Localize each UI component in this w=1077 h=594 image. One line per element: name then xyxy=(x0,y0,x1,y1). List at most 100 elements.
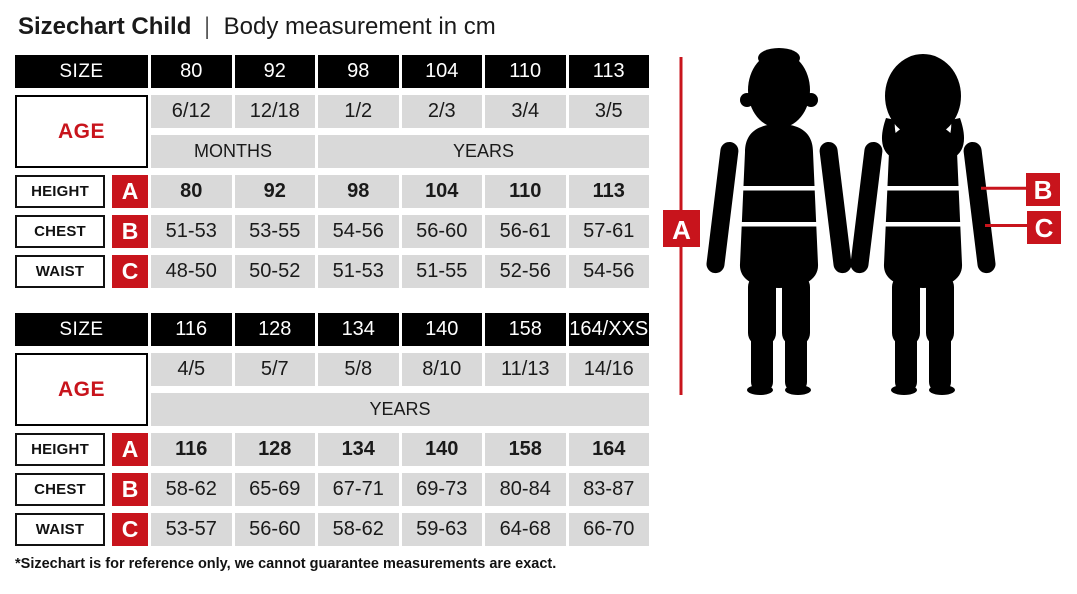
waist-cell: 59-63 xyxy=(401,513,482,546)
waist-cell: 48-50 xyxy=(151,255,232,288)
chest-row-header: CHEST B xyxy=(15,215,148,248)
chest-cell: 56-60 xyxy=(401,215,482,248)
marker-b-badge: B xyxy=(112,215,148,248)
age-cell: 3/4 xyxy=(485,95,566,128)
size-column-header: 134 xyxy=(318,313,399,346)
marker-c-badge: C xyxy=(112,513,148,546)
chest-cell: 80-84 xyxy=(485,473,566,506)
size-column-header: 128 xyxy=(234,313,315,346)
waist-cell: 52-56 xyxy=(485,255,566,288)
waist-cell: 54-56 xyxy=(568,255,649,288)
waist-label: WAIST xyxy=(15,513,105,546)
marker-b-letter: B xyxy=(1034,175,1053,205)
waist-cell: 64-68 xyxy=(485,513,566,546)
age-cell: 11/13 xyxy=(485,353,566,386)
age-row-label: AGE xyxy=(15,95,148,168)
age-cell: 5/7 xyxy=(234,353,315,386)
chest-cell: 83-87 xyxy=(568,473,649,506)
waist-row-header: WAIST C xyxy=(15,513,148,546)
size-column-header: 98 xyxy=(318,55,399,88)
age-cell: 2/3 xyxy=(401,95,482,128)
title-subtitle: Body measurement in cm xyxy=(223,13,496,40)
chest-cell: 57-61 xyxy=(568,215,649,248)
waist-row-header: WAIST C xyxy=(15,255,148,288)
marker-c-badge: C xyxy=(112,255,148,288)
height-cell: 128 xyxy=(234,433,315,466)
girl-waist-line xyxy=(883,222,963,227)
height-cell: 164 xyxy=(568,433,649,466)
waist-cell: 51-55 xyxy=(401,255,482,288)
size-column-header: 80 xyxy=(151,55,232,88)
height-cell: 116 xyxy=(151,433,232,466)
size-column-header: 164/XXS xyxy=(568,313,649,346)
disclaimer-footnote: *Sizechart is for reference only, we can… xyxy=(15,556,557,572)
measurement-figure: A xyxy=(655,40,1077,400)
marker-b-badge: B xyxy=(112,473,148,506)
height-cell: 80 xyxy=(151,175,232,208)
chest-cell: 56-61 xyxy=(485,215,566,248)
girl-silhouette-icon xyxy=(850,54,996,395)
size-column-header: 110 xyxy=(485,55,566,88)
age-unit-years: YEARS xyxy=(318,135,649,168)
height-label: HEIGHT xyxy=(15,433,105,466)
age-cell: 1/2 xyxy=(318,95,399,128)
title-separator: | xyxy=(205,13,210,40)
height-cell: 134 xyxy=(318,433,399,466)
size-header-label: SIZE xyxy=(15,313,148,346)
page-title: Sizechart Child | Body measurement in cm xyxy=(18,13,496,41)
height-row-header: HEIGHT A xyxy=(15,433,148,466)
chest-row-header: CHEST B xyxy=(15,473,148,506)
waist-cell: 66-70 xyxy=(568,513,649,546)
waist-cell: 51-53 xyxy=(318,255,399,288)
waist-cell: 56-60 xyxy=(234,513,315,546)
boy-waist-line xyxy=(739,222,819,227)
waist-cell: 53-57 xyxy=(151,513,232,546)
size-column-header: 104 xyxy=(401,55,482,88)
chest-cell: 51-53 xyxy=(151,215,232,248)
height-cell: 113 xyxy=(568,175,649,208)
age-row-label: AGE xyxy=(15,353,148,426)
age-cell: 6/12 xyxy=(151,95,232,128)
girl-chest-line xyxy=(883,186,963,191)
chest-cell: 54-56 xyxy=(318,215,399,248)
chest-cell: 69-73 xyxy=(401,473,482,506)
marker-c-box xyxy=(1027,211,1061,244)
waist-marker-line: C xyxy=(985,211,1061,244)
boy-chest-line xyxy=(739,186,819,191)
age-cell: 4/5 xyxy=(151,353,232,386)
size-header-label: SIZE xyxy=(15,55,148,88)
height-row-header: HEIGHT A xyxy=(15,175,148,208)
chest-cell: 65-69 xyxy=(234,473,315,506)
chest-cell: 67-71 xyxy=(318,473,399,506)
marker-a-badge: A xyxy=(112,433,148,466)
waist-cell: 58-62 xyxy=(318,513,399,546)
size-column-header: 92 xyxy=(234,55,315,88)
sizechart-table-small-sizes: SIZE 80 92 98 104 110 113 AGE 6/12 12/18… xyxy=(15,55,649,288)
chest-cell: 53-55 xyxy=(234,215,315,248)
height-cell: 98 xyxy=(318,175,399,208)
height-marker-line: A xyxy=(663,57,700,395)
waist-label: WAIST xyxy=(15,255,105,288)
boy-silhouette-icon xyxy=(706,48,852,395)
sizechart-table-large-sizes: SIZE 116 128 134 140 158 164/XXS AGE 4/5… xyxy=(15,313,649,546)
height-cell: 158 xyxy=(485,433,566,466)
height-cell: 104 xyxy=(401,175,482,208)
age-cell: 5/8 xyxy=(318,353,399,386)
marker-c-letter: C xyxy=(1035,213,1054,243)
height-cell: 110 xyxy=(485,175,566,208)
age-cell: 14/16 xyxy=(568,353,649,386)
size-column-header: 140 xyxy=(401,313,482,346)
age-cell: 3/5 xyxy=(568,95,649,128)
size-column-header: 113 xyxy=(568,55,649,88)
chest-label: CHEST xyxy=(15,215,105,248)
marker-a-badge: A xyxy=(112,175,148,208)
age-cell: 8/10 xyxy=(401,353,482,386)
size-column-header: 116 xyxy=(151,313,232,346)
height-cell: 92 xyxy=(234,175,315,208)
chest-marker-line: B xyxy=(981,173,1060,206)
chest-label: CHEST xyxy=(15,473,105,506)
title-main: Sizechart Child xyxy=(18,13,192,40)
height-label: HEIGHT xyxy=(15,175,105,208)
age-cell: 12/18 xyxy=(234,95,315,128)
